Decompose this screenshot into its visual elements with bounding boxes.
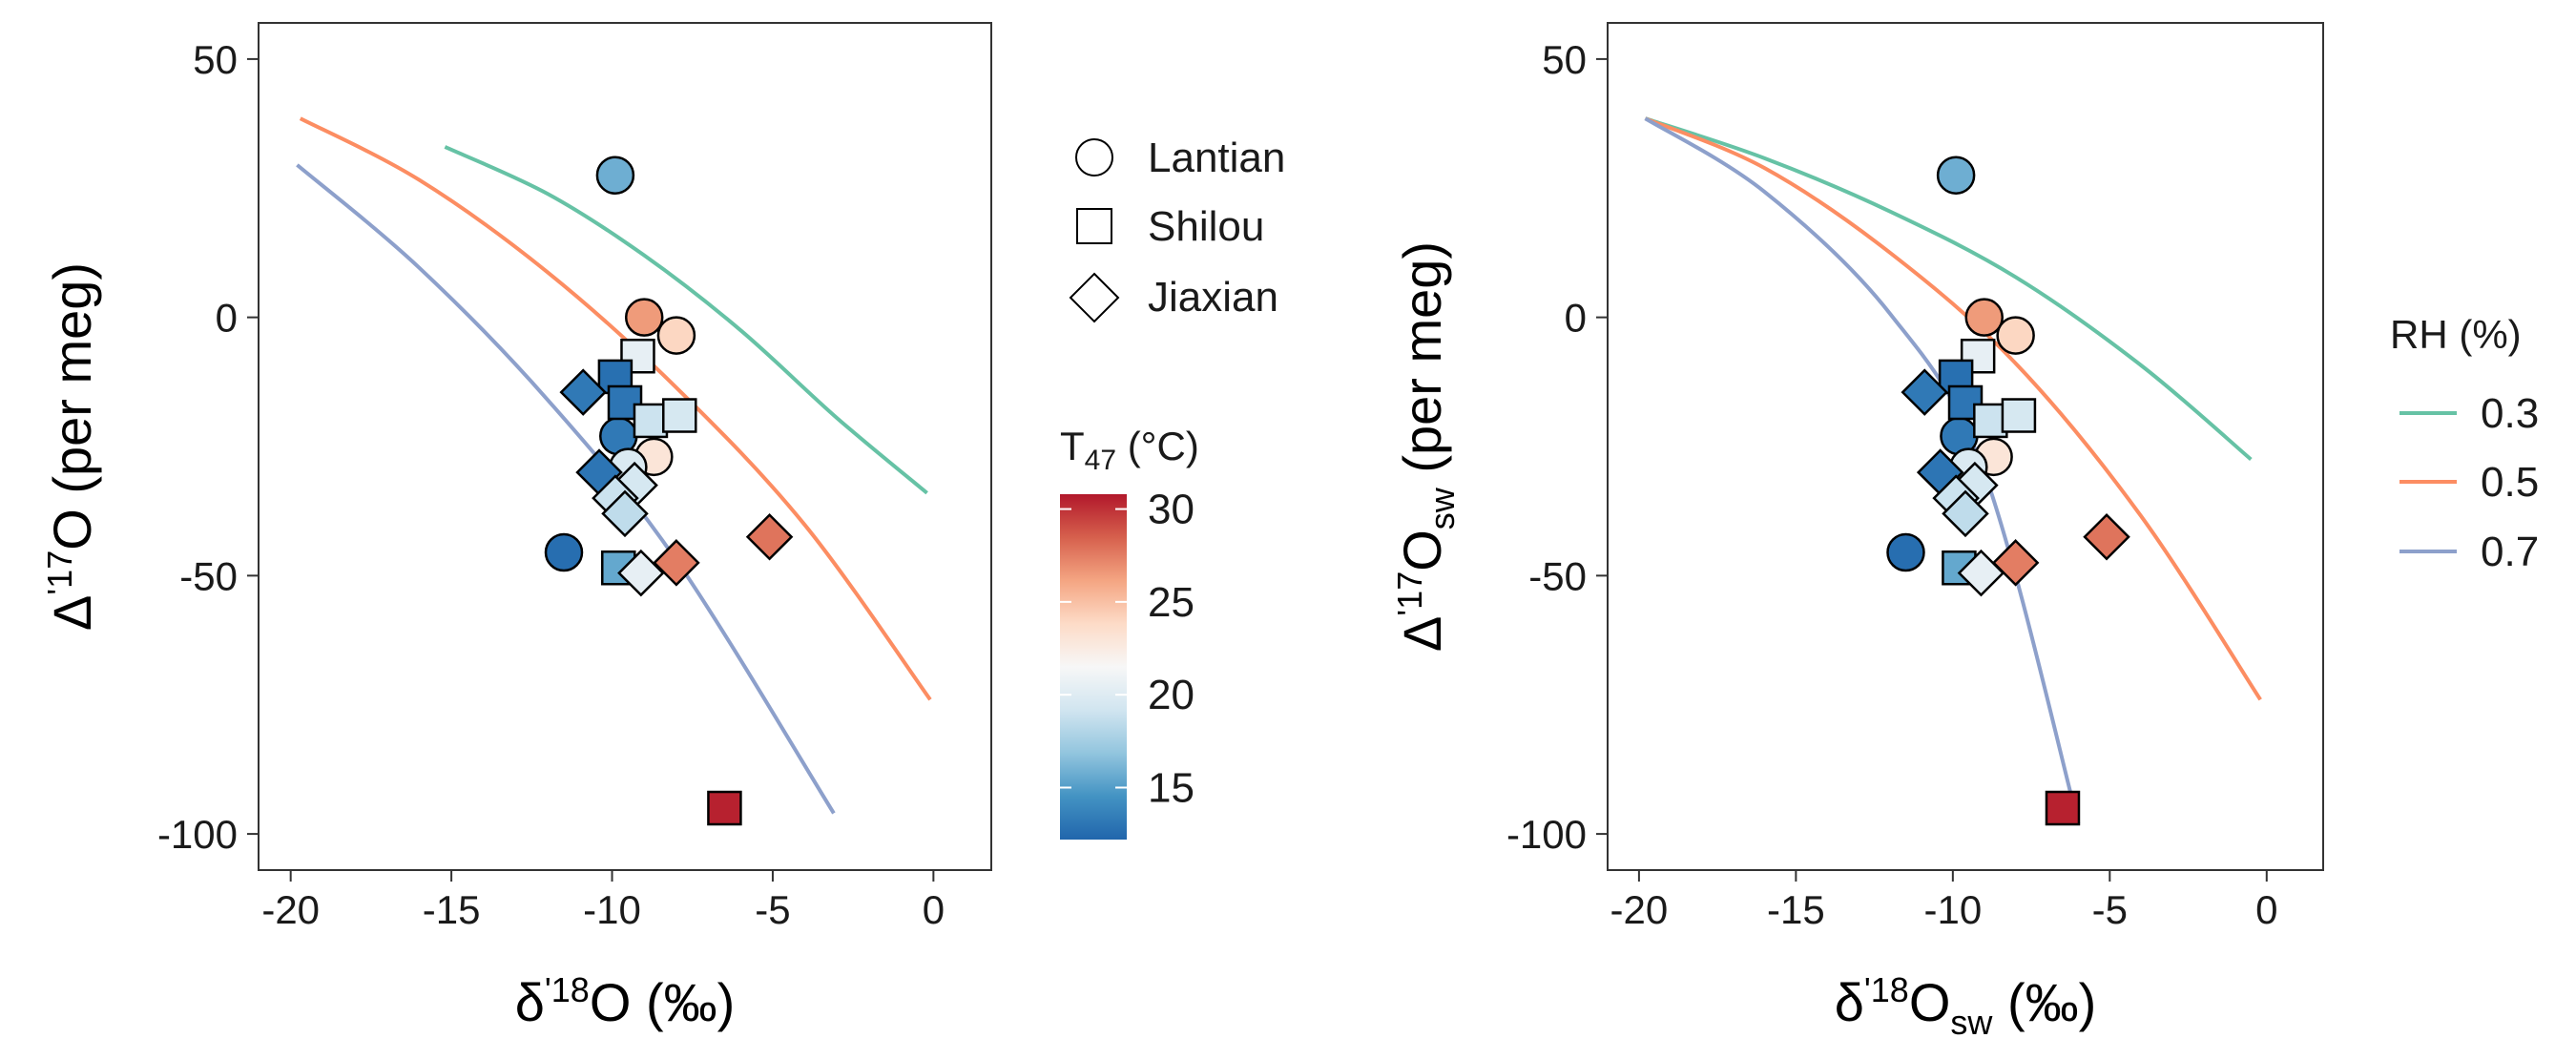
colorbar-tick-label: 25: [1148, 579, 1195, 626]
y-tick-label: -50: [179, 553, 238, 598]
y-tick-label: -100: [157, 812, 238, 857]
rh-curve-0.3: [444, 145, 928, 495]
y-tick-label: -100: [1506, 812, 1587, 857]
y-axis-title: Δ'17Osw (per meg): [1390, 241, 1462, 652]
data-point-jiaxian: [1901, 368, 1949, 416]
rh-curve-0.7: [296, 163, 836, 815]
temperature-colorbar: T47 (°C) 30 25 20 15: [1060, 424, 1199, 840]
data-point-jiaxian: [745, 512, 794, 561]
x-tick-label: 0: [2255, 887, 2277, 932]
data-point-lantian: [1886, 532, 1925, 572]
data-point-lantian: [624, 298, 664, 337]
data-point-shilou: [707, 790, 742, 826]
legend-diamond-symbol: [1069, 272, 1120, 323]
rh-legend-label-0.7: 0.7: [2481, 529, 2539, 575]
rh-legend-label-0.5: 0.5: [2481, 459, 2539, 506]
data-point-jiaxian: [2083, 512, 2130, 561]
data-point-jiaxian: [1942, 489, 1989, 538]
x-tick-label: -5: [2092, 887, 2128, 932]
x-tick-label: 0: [923, 887, 945, 932]
y-tick-label: 0: [1565, 296, 1587, 341]
data-point-jiaxian: [1991, 539, 2040, 587]
colorbar-tick-label: 20: [1148, 672, 1195, 718]
colorbar-gradient: [1060, 494, 1127, 840]
colorbar-tick-label: 30: [1148, 487, 1195, 533]
data-point-jiaxian: [653, 539, 700, 587]
legend-label-jiaxian: Jiaxian: [1148, 274, 1278, 321]
data-point-lantian: [656, 316, 696, 355]
shape-legend: Lantian Shilou Jiaxian: [1069, 135, 1285, 323]
rh-legend-label-0.3: 0.3: [2481, 390, 2539, 437]
x-tick-label: -10: [1923, 887, 1982, 932]
data-point-shilou: [1973, 403, 2008, 439]
x-tick-label: -15: [1767, 887, 1825, 932]
x-axis-title: δ'18O (‰): [515, 970, 736, 1032]
y-tick-label: 50: [193, 37, 238, 82]
x-tick-label: -20: [261, 887, 320, 932]
data-point-lantian: [1996, 316, 2035, 355]
data-point-jiaxian: [601, 489, 649, 538]
y-axis-title: Δ'17O (per meg): [40, 262, 102, 631]
rh-legend: RH (%) 0.3 0.5 0.7: [2390, 312, 2539, 575]
x-axis-title: δ'18Osw (‰): [1835, 970, 2097, 1042]
data-point-shilou: [2001, 398, 2037, 433]
x-tick-label: -15: [423, 887, 481, 932]
data-point-lantian: [1964, 298, 2004, 337]
rh-curve-0.3: [1644, 116, 2253, 462]
data-point-shilou: [2045, 790, 2081, 826]
x-tick-label: -5: [755, 887, 790, 932]
y-tick-label: 0: [216, 296, 238, 341]
legend-label-shilou: Shilou: [1148, 203, 1264, 250]
rh-legend-title: RH (%): [2390, 312, 2522, 357]
data-point-shilou: [633, 403, 669, 439]
rh-curve-0.7: [1644, 116, 2081, 824]
data-point-lantian: [544, 532, 584, 572]
data-point-jiaxian: [617, 549, 665, 597]
legend-circle-symbol: [1075, 138, 1113, 176]
data-point-lantian: [1936, 156, 1976, 195]
x-tick-label: -20: [1610, 887, 1669, 932]
data-point-shilou: [1960, 338, 1996, 374]
colorbar-title: T47 (°C): [1060, 424, 1199, 476]
data-point-jiaxian: [559, 368, 607, 416]
colorbar-tick-label: 15: [1148, 765, 1195, 812]
y-tick-label: 50: [1542, 37, 1587, 82]
data-point-shilou: [662, 398, 697, 433]
data-point-lantian: [595, 156, 635, 195]
legend-square-symbol: [1076, 208, 1112, 244]
legend-label-lantian: Lantian: [1148, 135, 1285, 181]
y-tick-label: -50: [1528, 553, 1587, 598]
x-tick-label: -10: [583, 887, 641, 932]
